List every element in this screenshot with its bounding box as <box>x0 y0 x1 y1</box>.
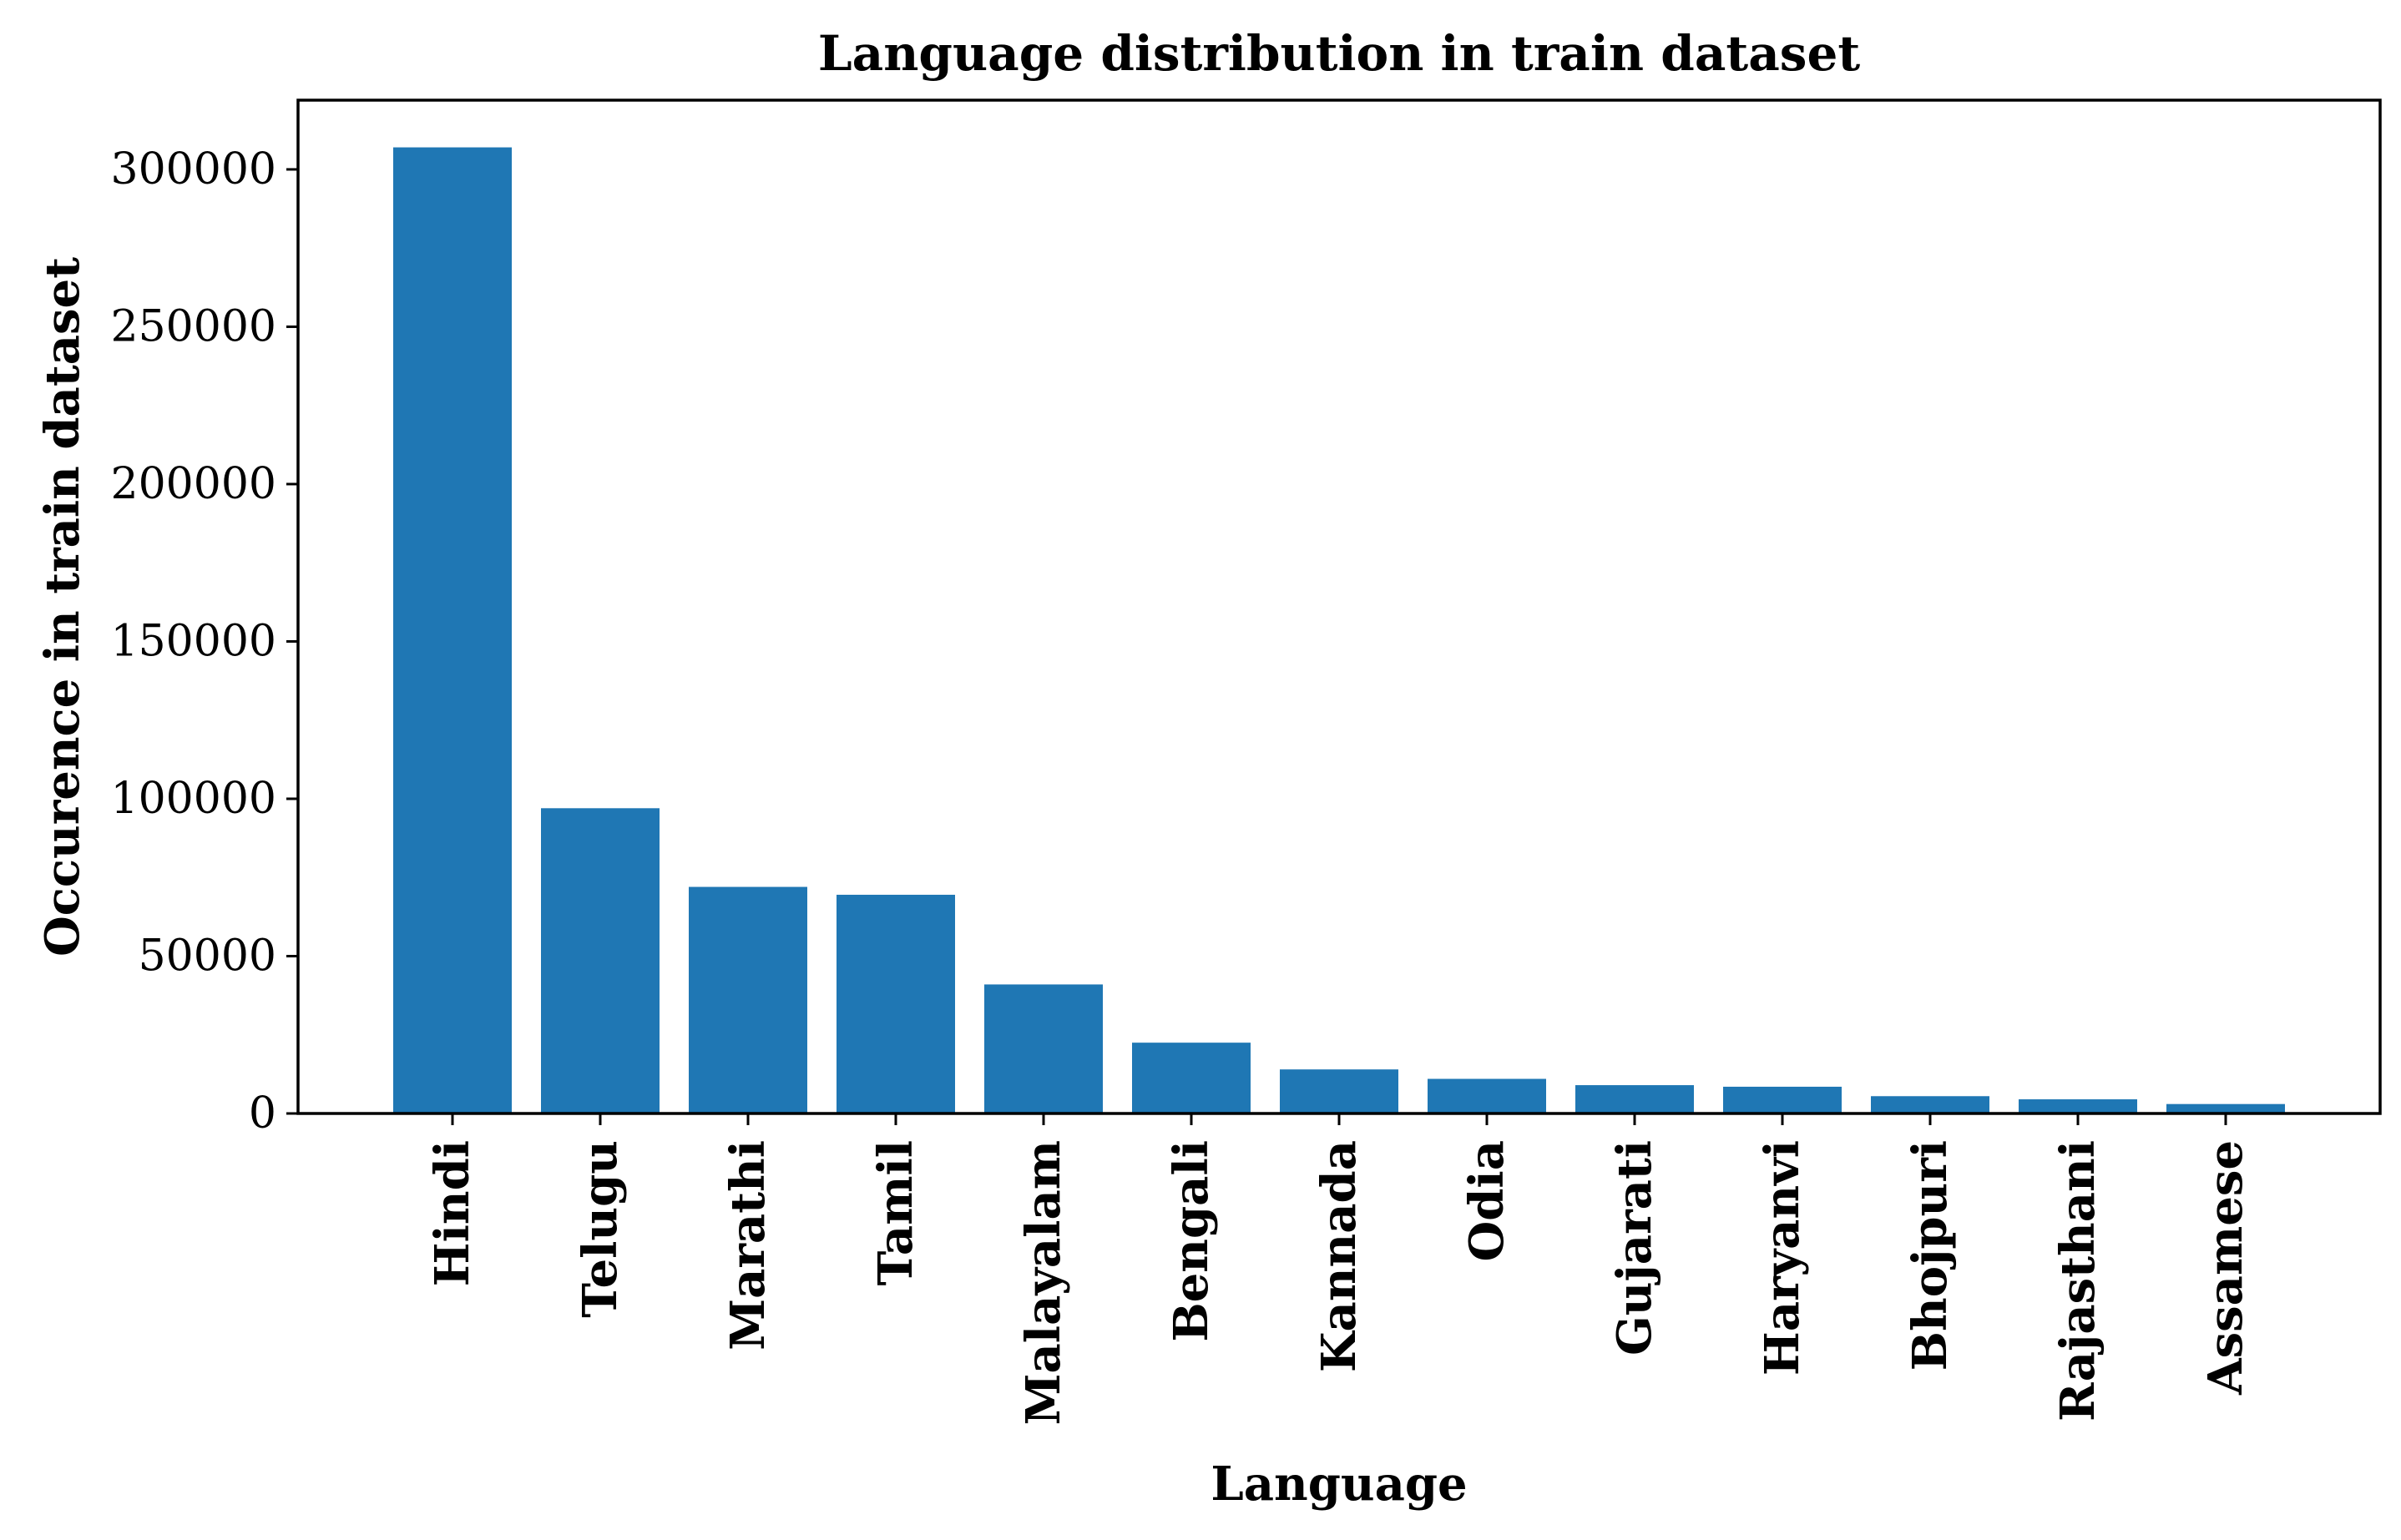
bar-rajasthani <box>2019 1099 2137 1113</box>
x-tick-label-telugu: Telugu <box>573 1140 628 1318</box>
x-tick-label-hindi: Hindi <box>425 1140 480 1286</box>
bar-tamil <box>837 894 955 1113</box>
bars-layer <box>393 147 2285 1114</box>
y-tick-label-250000: 250000 <box>110 301 276 351</box>
bar-hindi <box>393 147 512 1114</box>
x-tick-label-malayalam: Malayalam <box>1016 1140 1071 1425</box>
bar-telugu <box>541 808 660 1113</box>
x-tick-label-gujarati: Gujarati <box>1607 1140 1662 1356</box>
bar-odia <box>1428 1078 1546 1113</box>
bar-bengali <box>1132 1043 1251 1113</box>
bar-kannada <box>1280 1069 1398 1113</box>
y-tick-label-200000: 200000 <box>110 459 276 509</box>
chart-title: Language distribution in train dataset <box>818 25 1860 82</box>
bar-gujarati <box>1575 1085 1694 1113</box>
x-tick-label-marathi: Marathi <box>720 1140 776 1351</box>
bar-haryanvi <box>1723 1086 1842 1113</box>
bar-marathi <box>689 886 807 1113</box>
x-axis-label: Language <box>1211 1457 1467 1512</box>
y-tick-label-100000: 100000 <box>110 774 276 824</box>
x-tick-label-kannada: Kannada <box>1312 1140 1367 1372</box>
x-tick-label-odia: Odia <box>1459 1140 1514 1262</box>
x-tick-label-bhojpuri: Bhojpuri <box>1903 1140 1958 1371</box>
x-tick-label-bengali: Bengali <box>1164 1140 1219 1342</box>
bar-assamese <box>2166 1103 2285 1113</box>
y-tick-label-50000: 50000 <box>139 931 276 981</box>
bar-bhojpuri <box>1871 1096 1989 1113</box>
plot-frame <box>296 98 2382 1115</box>
y-tick-label-150000: 150000 <box>110 616 276 666</box>
y-axis-label: Occurence in train dataset <box>35 257 90 957</box>
y-tick-label-300000: 300000 <box>110 144 276 194</box>
bar-malayalam <box>984 984 1103 1113</box>
x-tick-label-haryanvi: Haryanvi <box>1755 1140 1810 1376</box>
x-tick-label-tamil: Tamil <box>868 1140 923 1285</box>
y-tick-label-0: 0 <box>249 1088 276 1139</box>
y-axis: 0 50000 100000 150000 200000 250000 300000 <box>110 144 298 1139</box>
x-axis: Hindi Telugu Marathi Tamil Malayalam Bengali K… <box>425 1113 2253 1425</box>
x-tick-label-rajasthani: Rajasthani <box>2050 1140 2105 1421</box>
x-tick-label-assamese: Assamese <box>2198 1140 2253 1396</box>
